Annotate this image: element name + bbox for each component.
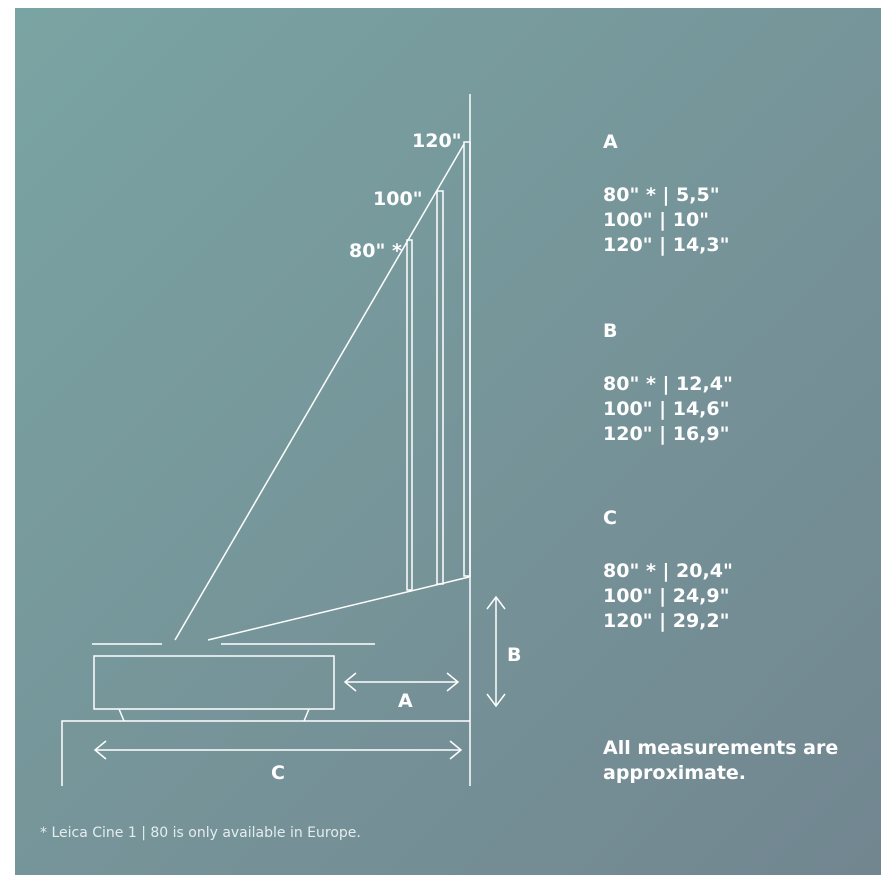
screen-120	[463, 141, 471, 577]
spec-section-b: B 80" * | 12,4" 100" | 14,6" 120" | 16,9…	[603, 320, 733, 447]
spec-section-c: C 80" * | 20,4" 100" | 24,9" 120" | 29,2…	[603, 507, 733, 634]
spec-row: 100" | 14,6"	[603, 398, 730, 420]
spec-row: 120" | 16,9"	[603, 423, 730, 445]
table-surface	[61, 720, 470, 786]
dimension-label-b: B	[507, 644, 522, 666]
dimension-arrow-b	[486, 595, 506, 708]
spec-heading-c: C	[603, 507, 617, 529]
projector-body	[93, 655, 335, 710]
size-label-80: 80" *	[349, 240, 402, 262]
projection-ray-upper	[174, 143, 465, 641]
spec-row: 120" | 29,2"	[603, 610, 730, 632]
screen-100	[436, 190, 444, 585]
projector-foot-right	[303, 708, 310, 722]
spec-list-c: 80" * | 20,4" 100" | 24,9" 120" | 29,2"	[603, 559, 733, 634]
dimension-label-c: C	[271, 762, 285, 784]
dimension-arrow-a	[343, 672, 460, 692]
projection-diagram	[15, 8, 881, 875]
spec-row: 100" | 24,9"	[603, 585, 730, 607]
size-label-100: 100"	[373, 188, 423, 210]
availability-footnote: * Leica Cine 1 | 80 is only available in…	[40, 825, 361, 841]
dimension-arrow-c	[93, 740, 463, 760]
screen-80	[406, 239, 413, 591]
diagram-panel: 120" 100" 80" * A B C A 80" * | 5,5" 100…	[15, 8, 881, 875]
approximation-note: All measurements are approximate.	[603, 737, 839, 784]
projector-foot-left	[118, 708, 125, 722]
spec-section-a: A 80" * | 5,5" 100" | 10" 120" | 14,3"	[603, 131, 730, 258]
spec-row: 100" | 10"	[603, 209, 710, 231]
spec-list-a: 80" * | 5,5" 100" | 10" 120" | 14,3"	[603, 183, 730, 258]
spec-heading-b: B	[603, 320, 618, 342]
dimension-label-a: A	[398, 690, 413, 712]
spec-row: 80" * | 20,4"	[603, 560, 733, 582]
spec-row: 80" * | 5,5"	[603, 184, 720, 206]
projection-ray-lower	[207, 576, 470, 641]
spec-heading-a: A	[603, 131, 618, 153]
panel-background	[15, 8, 881, 875]
spec-row: 120" | 14,3"	[603, 234, 730, 256]
spec-row: 80" * | 12,4"	[603, 373, 733, 395]
spec-list-b: 80" * | 12,4" 100" | 14,6" 120" | 16,9"	[603, 372, 733, 447]
size-label-120: 120"	[412, 130, 462, 152]
